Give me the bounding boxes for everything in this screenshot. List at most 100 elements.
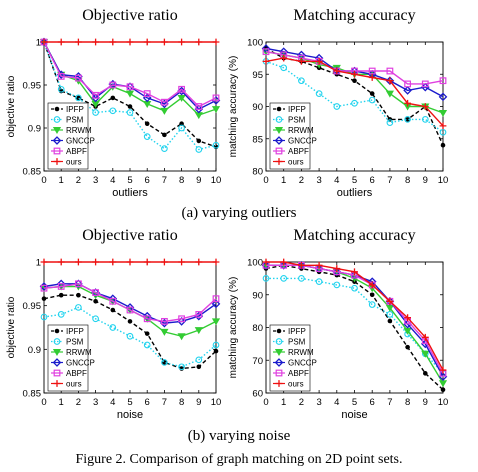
data-point-psm: [368, 96, 376, 104]
data-point-ours: [351, 70, 358, 78]
series-line-psm: [266, 277, 444, 374]
y-tick-label: 60: [252, 389, 263, 400]
x-tick-label: 4: [110, 397, 115, 408]
legend-marker-psm: [275, 338, 283, 345]
series-ours: [40, 258, 220, 266]
data-point-ours: [333, 265, 341, 272]
x-tick-label: 4: [110, 175, 115, 186]
x-tick-label: 5: [352, 175, 357, 186]
data-point-rrwm: [194, 327, 203, 335]
data-point-ours: [109, 38, 117, 46]
legend-label-ipfp: IPFP: [288, 327, 306, 336]
data-point-ours: [178, 38, 185, 46]
data-point-ours: [75, 258, 82, 266]
legend-marker-psm: [53, 338, 61, 345]
legend-label-gnccp: GNCCP: [288, 359, 317, 368]
legend-label-rrwm: RRWM: [66, 126, 92, 135]
data-point-rrwm: [177, 333, 186, 341]
legend-label-abpf: ABPF: [288, 369, 309, 378]
legend-label-psm: PSM: [66, 338, 84, 347]
data-point-rrwm: [438, 110, 448, 117]
data-point-abpf: [386, 67, 394, 75]
legend-box: [269, 324, 311, 392]
x-tick-label: 2: [76, 175, 81, 186]
y-tick-label: 0.95: [23, 81, 42, 92]
data-point-rrwm: [211, 318, 221, 326]
data-point-gnccp: [125, 303, 135, 312]
data-point-ours: [421, 103, 429, 110]
series-psm: [40, 304, 220, 371]
legend-box: [269, 102, 311, 170]
legend-label-psm: PSM: [288, 116, 306, 125]
x-tick-label: 6: [370, 397, 375, 408]
data-point-rrwm: [385, 90, 394, 98]
data-point-abpf: [109, 297, 117, 305]
data-point-ipfp: [369, 91, 375, 96]
data-point-ours: [40, 258, 48, 266]
data-point-ours: [92, 258, 99, 266]
data-point-ours: [161, 38, 168, 46]
data-point-ours: [57, 38, 65, 46]
data-point-psm: [109, 107, 117, 115]
y-axis-label: matching accuracy (%): [228, 56, 239, 158]
data-point-ours: [386, 297, 394, 305]
y-axis-label: objective ratio: [6, 296, 17, 358]
legend-marker-rrwm: [52, 349, 62, 357]
x-tick-label: 1: [281, 397, 286, 408]
y-tick-label: 1: [36, 38, 41, 49]
x-tick-label: 10: [211, 397, 222, 408]
data-point-psm: [92, 315, 99, 323]
legend-box: [47, 102, 89, 170]
data-point-gnccp: [438, 92, 448, 102]
data-point-ours: [126, 258, 134, 266]
data-point-abpf: [126, 83, 134, 91]
legend-label-ours: ours: [288, 158, 304, 167]
data-point-ipfp: [440, 387, 446, 393]
data-point-ours: [109, 258, 117, 266]
data-point-psm: [57, 85, 65, 93]
data-point-psm: [212, 341, 220, 349]
data-point-ours: [315, 261, 323, 269]
x-tick-label: 10: [438, 175, 449, 186]
x-tick-label: 8: [179, 175, 184, 186]
data-point-psm: [212, 141, 220, 149]
data-point-ours: [40, 38, 48, 46]
x-tick-label: 7: [387, 175, 392, 186]
data-point-psm: [368, 301, 376, 308]
data-point-ipfp: [144, 331, 150, 336]
data-point-ours: [195, 38, 203, 46]
data-point-gnccp: [56, 279, 66, 289]
data-point-ours: [262, 57, 270, 65]
series-psm: [262, 57, 447, 136]
series-abpf: [40, 280, 220, 325]
data-point-ours: [421, 333, 429, 341]
x-tick-label: 8: [405, 397, 410, 408]
legend-marker-gnccp: [52, 136, 62, 145]
legend-box: [47, 324, 89, 392]
data-point-ipfp: [405, 117, 410, 122]
data-point-ipfp: [213, 348, 219, 354]
y-tick-label: 0.9: [28, 345, 41, 356]
data-point-psm: [262, 275, 270, 282]
legend-marker-ours: [275, 158, 283, 165]
y-tick-label: 70: [252, 356, 263, 367]
data-point-ours: [178, 258, 185, 266]
data-point-ours: [212, 38, 220, 46]
x-tick-label: 6: [145, 397, 150, 408]
data-point-psm: [195, 146, 203, 153]
data-point-rrwm: [421, 350, 430, 358]
x-tick-label: 6: [145, 175, 150, 186]
x-tick-label: 5: [352, 397, 357, 408]
data-point-psm: [195, 356, 203, 364]
x-tick-label: 1: [59, 175, 64, 186]
y-tick-label: 0.95: [23, 301, 42, 312]
series-ours: [40, 38, 220, 46]
data-point-ipfp: [423, 371, 428, 376]
legend-marker-ours: [53, 158, 61, 165]
figure-caption: Figure 2. Comparison of graph matching o…: [75, 452, 402, 467]
data-point-psm: [178, 363, 185, 371]
